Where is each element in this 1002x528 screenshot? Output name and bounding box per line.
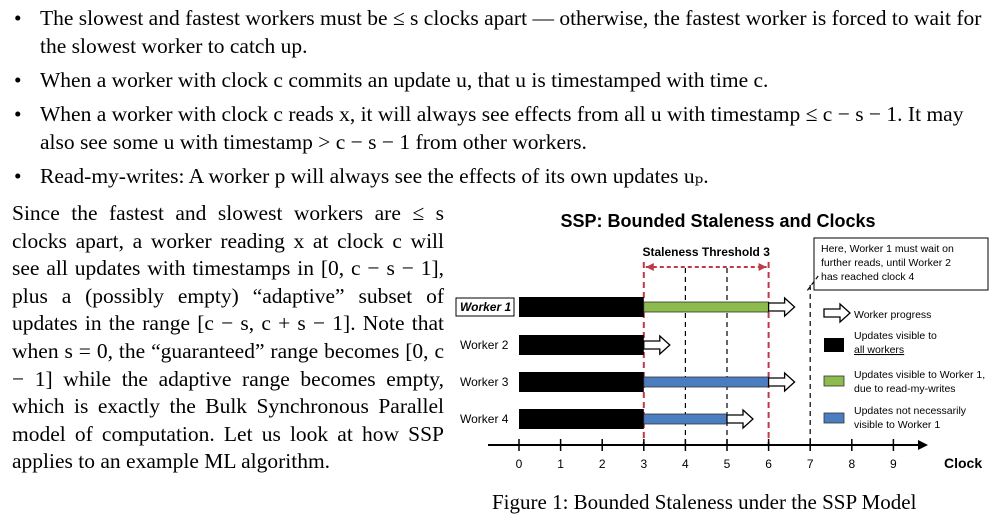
x-tick-label: 3: [640, 457, 647, 471]
bullet-item: • When a worker with clock c reads x, it …: [12, 100, 992, 156]
threshold-arrowhead-left: [645, 263, 654, 271]
worker-label: Worker 4: [460, 412, 509, 426]
legend: Worker progress Updates visible to all w…: [854, 309, 985, 431]
bullet-dot: •: [14, 164, 22, 188]
note-pointer-line: [805, 275, 819, 293]
bullet-dot: •: [14, 102, 22, 126]
bullet-dot: •: [14, 6, 22, 30]
updates-all-workers-bar: [519, 372, 644, 392]
bullet-item: • When a worker with clock c commits an u…: [12, 66, 992, 94]
updates-all-workers-bar: [519, 409, 644, 429]
bullet-item: • The slowest and fastest workers must be…: [12, 4, 992, 60]
threshold-arrowhead-right: [758, 263, 767, 271]
worker-label-box: [455, 297, 515, 317]
legend-all-label-underlined: all workers: [854, 344, 904, 356]
chart-title: SSP: Bounded Staleness and Clocks: [560, 211, 875, 231]
x-tick-label: 7: [807, 457, 814, 471]
wait-note-line: Here, Worker 1 must wait on: [821, 243, 954, 255]
x-tick-label: 6: [765, 457, 772, 471]
bullet-dot: •: [14, 68, 22, 92]
legend-rmw-swatch: [823, 375, 845, 387]
legend-all-label: Updates visible to: [854, 330, 937, 342]
worker-progress-arrow: [726, 408, 754, 430]
x-tick-label: 0: [516, 457, 523, 471]
staleness-threshold-label: Staleness Threshold 3: [643, 245, 771, 259]
x-tick-label: 8: [848, 457, 855, 471]
x-axis-label: Clock: [944, 455, 982, 471]
x-tick-label: 9: [890, 457, 897, 471]
legend-progress-label: Worker progress: [854, 309, 931, 321]
x-tick-label: 1: [557, 457, 564, 471]
x-axis-arrowhead: [918, 440, 928, 450]
worker-label: Worker 3: [460, 375, 509, 389]
legend-rmw-label: Updates visible to Worker 1,: [854, 369, 985, 381]
read-my-writes-bar: [643, 301, 770, 313]
legend-rmw-label: due to read-my-writes: [854, 383, 956, 395]
figure-caption: Figure 1: Bounded Staleness under the SS…: [492, 490, 917, 514]
wait-note: Here, Worker 1 must wait on further read…: [813, 237, 989, 291]
not-necessarily-visible-bar: [643, 376, 770, 388]
bullet-text: The slowest and fastest workers must be …: [40, 6, 982, 58]
ssp-chart: SSP: Bounded Staleness and Clocks Here, …: [455, 211, 989, 471]
legend-progress-swatch: [823, 302, 851, 324]
legend-all-swatch: [824, 338, 844, 352]
figure: SSP: Bounded Staleness and Clocks Here, …: [452, 200, 1000, 528]
not-necessarily-visible-bar: [643, 413, 728, 425]
worker-progress-arrow: [643, 334, 671, 356]
x-tick-label: 4: [682, 457, 689, 471]
x-tick-label: 2: [599, 457, 606, 471]
bullet-list: • The slowest and fastest workers must be…: [12, 4, 992, 196]
legend-notnec-label: visible to Worker 1: [854, 419, 940, 431]
updates-all-workers-bar: [519, 297, 644, 317]
bullet-item: • Read-my-writes: A worker p will always …: [12, 162, 992, 190]
worker-progress-arrow: [767, 371, 796, 393]
worker-label: Worker 1: [460, 300, 511, 314]
legend-notnec-label: Updates not necessarily: [854, 405, 967, 417]
bullet-text: Read-my-writes: A worker p will always s…: [40, 164, 709, 188]
wait-note-line: further reads, until Worker 2: [821, 257, 951, 269]
body-paragraph: Since the fastest and slowest workers ar…: [12, 201, 444, 474]
wait-note-line: has reached clock 4: [821, 271, 915, 283]
worker-label: Worker 2: [460, 338, 509, 352]
bullet-text: When a worker with clock c reads x, it w…: [40, 102, 964, 154]
x-tick-label: 5: [724, 457, 731, 471]
updates-all-workers-bar: [519, 335, 644, 355]
worker-progress-arrow: [767, 296, 796, 318]
legend-notnec-swatch: [823, 412, 845, 424]
bullet-text: When a worker with clock c commits an up…: [40, 68, 769, 92]
